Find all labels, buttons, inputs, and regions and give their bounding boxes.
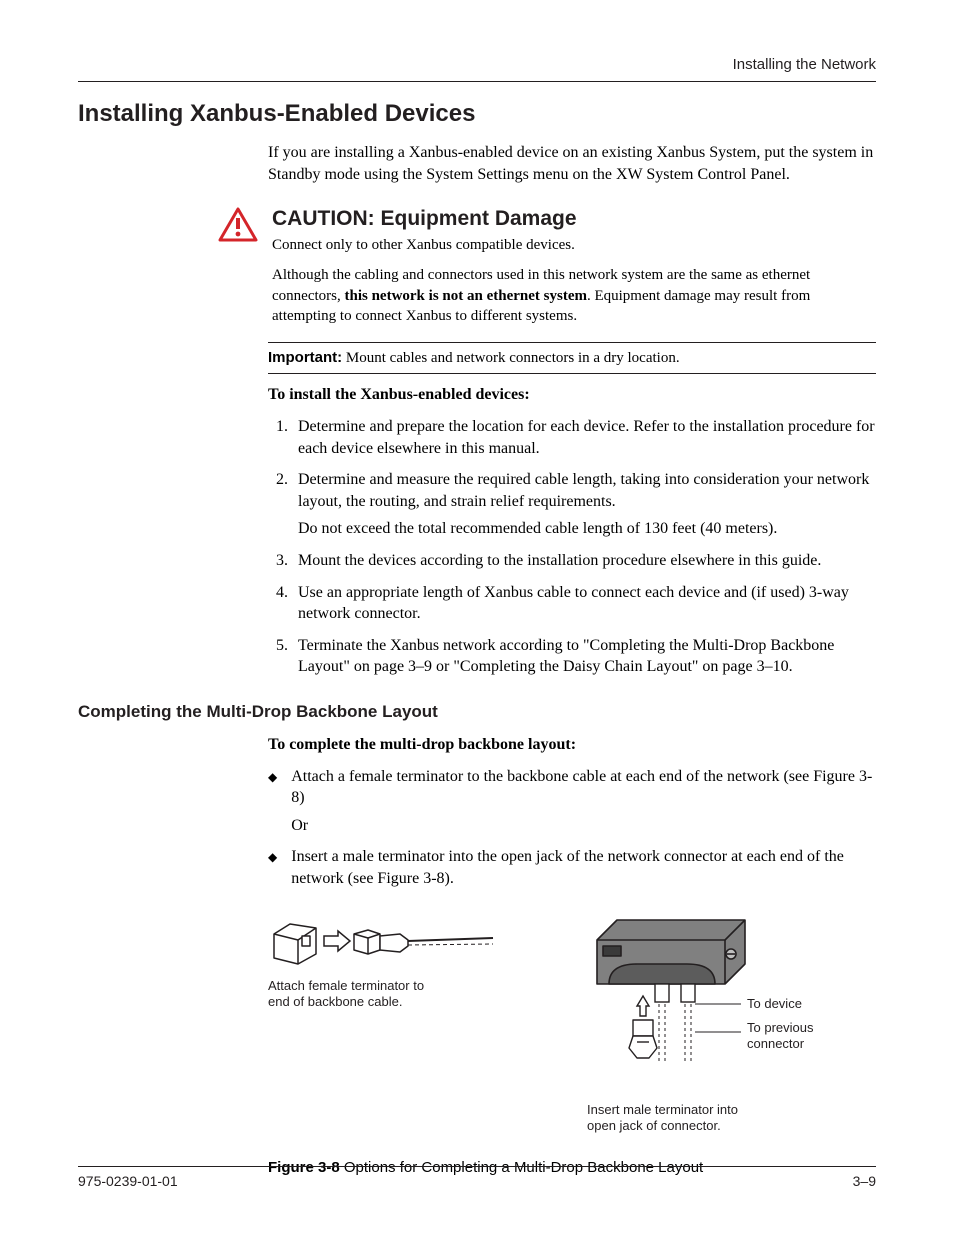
figure-3-8: Attach female terminator to end of backb… (268, 914, 876, 1136)
connector-illustration (587, 914, 757, 1094)
bullet-list: Attach a female terminator to the backbo… (268, 766, 876, 890)
install-procedure-heading: To install the Xanbus-enabled devices: (268, 384, 876, 406)
step-2-sub: Do not exceed the total recommended cabl… (298, 518, 876, 540)
bullet-2-text: Insert a male terminator into the open j… (291, 848, 844, 887)
caution-icon (218, 207, 258, 243)
figure-left: Attach female terminator to end of backb… (268, 914, 557, 1012)
step-2: Determine and measure the required cable… (292, 469, 876, 540)
step-5: Terminate the Xanbus network according t… (292, 635, 876, 678)
complete-procedure-heading: To complete the multi-drop backbone layo… (268, 734, 876, 756)
running-header: Installing the Network (78, 56, 876, 82)
figure-left-caption: Attach female terminator to end of backb… (268, 978, 557, 1012)
intro-paragraph: If you are installing a Xanbus-enabled d… (268, 142, 876, 185)
step-2-text: Determine and measure the required cable… (298, 471, 869, 510)
step-1: Determine and prepare the location for e… (292, 416, 876, 459)
install-steps-list: Determine and prepare the location for e… (292, 416, 876, 678)
bullet-1-text: Attach a female terminator to the backbo… (291, 768, 872, 807)
step-3-text: Mount the devices according to the insta… (298, 552, 821, 569)
female-terminator-illustration (268, 914, 498, 974)
section-heading: Installing Xanbus-Enabled Devices (78, 100, 876, 128)
footer-doc-id: 975-0239-01-01 (78, 1173, 178, 1189)
callout2-l2: connector (747, 1036, 804, 1051)
fig-right-l2: open jack of connector. (587, 1118, 721, 1133)
bullet-1-sub: Or (291, 815, 876, 837)
step-1-text: Determine and prepare the location for e… (298, 418, 875, 457)
step-4: Use an appropriate length of Xanbus cabl… (292, 582, 876, 625)
page-footer: 975-0239-01-01 3–9 (78, 1166, 876, 1189)
fig-left-l1: Attach female terminator to (268, 978, 424, 993)
subsection-heading: Completing the Multi-Drop Backbone Layou… (78, 702, 876, 722)
step-4-text: Use an appropriate length of Xanbus cabl… (298, 584, 849, 623)
callout-to-previous: To previous connector (747, 1020, 813, 1053)
caution-line-2: Although the cabling and connectors used… (272, 265, 876, 326)
callout-to-device: To device (747, 996, 802, 1011)
step-3: Mount the devices according to the insta… (292, 550, 876, 572)
figure-right: To device To previous connector Insert m… (587, 914, 876, 1136)
fig-right-l1: Insert male terminator into (587, 1102, 738, 1117)
figure-right-caption: Insert male terminator into open jack of… (587, 1102, 876, 1136)
important-text: Mount cables and network connectors in a… (342, 350, 679, 366)
step-5-text: Terminate the Xanbus network according t… (298, 637, 834, 676)
caution-line-1: Connect only to other Xanbus compatible … (272, 235, 876, 255)
footer-page-number: 3–9 (853, 1173, 876, 1189)
caution-2b: this network is not an ethernet system (344, 288, 586, 304)
bullet-2: Insert a male terminator into the open j… (268, 846, 876, 889)
fig-left-l2: end of backbone cable. (268, 994, 402, 1009)
caution-title: CAUTION: Equipment Damage (272, 207, 876, 231)
important-lead: Important: (268, 349, 342, 366)
bullet-1: Attach a female terminator to the backbo… (268, 766, 876, 837)
important-note: Important: Mount cables and network conn… (268, 342, 876, 374)
callout2-l1: To previous (747, 1020, 813, 1035)
caution-block: CAUTION: Equipment Damage Connect only t… (218, 207, 876, 336)
